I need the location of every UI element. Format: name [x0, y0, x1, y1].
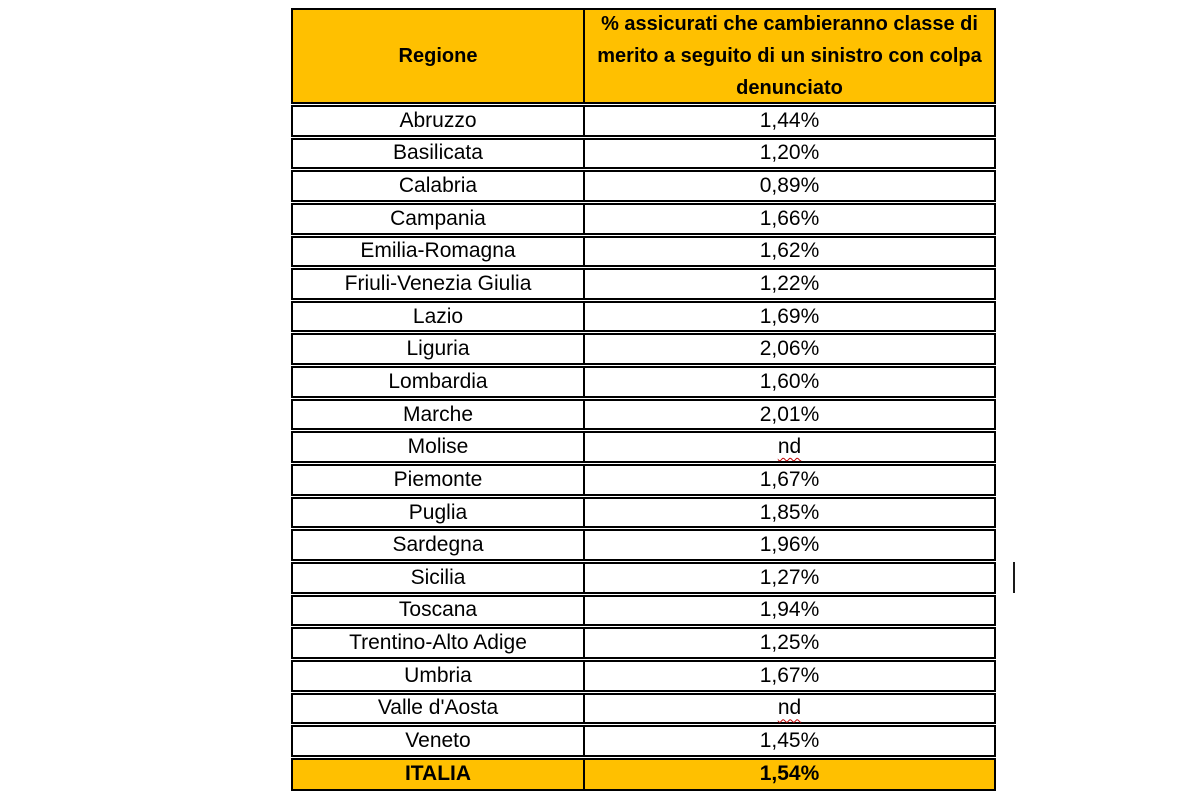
value-text: 1,85% — [759, 500, 820, 524]
value-cell: 1,69% — [585, 303, 994, 331]
table-row: Trentino-Alto Adige 1,25% — [291, 627, 996, 659]
region-cell: Sicilia — [293, 563, 585, 592]
table-row: Veneto 1,45% — [291, 725, 996, 757]
region-cell: Valle d'Aosta — [293, 694, 585, 723]
value-text: 1,44% — [759, 108, 820, 132]
value-text: 0,89% — [759, 174, 820, 198]
region-cell: Toscana — [293, 596, 585, 625]
value-cell: 1,60% — [585, 368, 994, 396]
region-cell: Sardegna — [293, 531, 585, 559]
region-cell: Friuli-Venezia Giulia — [293, 270, 585, 298]
region-cell: Liguria — [293, 335, 585, 364]
region-cell: Puglia — [293, 498, 585, 527]
table-row: Lazio 1,69% — [291, 300, 996, 333]
footer-value-cell: 1,54% — [759, 762, 820, 786]
value-cell: 1,44% — [585, 107, 994, 135]
value-text: 1,67% — [759, 663, 820, 687]
value-text: 1,66% — [759, 206, 820, 230]
table-row: Abruzzo 1,44% — [291, 105, 996, 137]
value-cell: 1,45% — [585, 727, 994, 755]
table-row: Sardegna 1,96% — [291, 529, 996, 561]
value-cell: 2,01% — [585, 401, 994, 429]
value-text: 1,60% — [759, 369, 820, 393]
value-text: 2,06% — [759, 337, 820, 361]
region-cell: Campania — [293, 204, 585, 233]
value-cell: nd — [585, 695, 994, 723]
table-row: Marche 2,01% — [291, 398, 996, 431]
header-cell-regione: Regione — [293, 10, 585, 102]
value-text: 1,20% — [759, 141, 820, 165]
region-cell: Abruzzo — [293, 107, 585, 135]
table-footer-row: ITALIA 1,54% — [291, 757, 996, 791]
table-row: Sicilia 1,27% — [291, 561, 996, 594]
table-row: Lombardia 1,60% — [291, 366, 996, 398]
value-cell: nd — [585, 433, 994, 461]
value-text: 1,25% — [759, 631, 820, 655]
region-cell: Marche — [293, 400, 585, 429]
region-cell: Molise — [293, 433, 585, 462]
footer-region-cell: ITALIA — [293, 759, 585, 789]
region-cell: Trentino-Alto Adige — [293, 629, 585, 657]
table-row: Umbria 1,67% — [291, 659, 996, 692]
value-text: 1,67% — [759, 467, 820, 491]
table-body: Abruzzo 1,44% Basilicata 1,20% Calabria 0,89%… — [291, 105, 996, 757]
value-text: 1,96% — [759, 533, 820, 557]
value-text: 1,22% — [759, 272, 820, 296]
value-cell: 1,25% — [585, 629, 994, 657]
table-header-row: Regione % assicurati che cambieranno cla… — [291, 8, 996, 104]
value-text: 1,27% — [759, 565, 820, 589]
regions-table: Regione % assicurati che cambieranno cla… — [291, 8, 996, 791]
table-row: Liguria 2,06% — [291, 333, 996, 366]
value-cell: 1,22% — [585, 270, 994, 298]
value-cell: 1,67% — [585, 662, 994, 690]
table-row: Basilicata 1,20% — [291, 137, 996, 170]
table-row: Piemonte 1,67% — [291, 464, 996, 496]
region-cell: Calabria — [293, 172, 585, 200]
table-row: Molise nd — [291, 431, 996, 464]
table-row: Friuli-Venezia Giulia 1,22% — [291, 268, 996, 300]
table-row: Campania 1,66% — [291, 202, 996, 235]
value-cell: 1,85% — [585, 499, 994, 527]
table-row: Valle d'Aosta nd — [291, 692, 996, 725]
region-cell: Veneto — [293, 727, 585, 755]
region-cell: Lombardia — [293, 368, 585, 396]
region-cell: Lazio — [293, 302, 585, 331]
value-cell: 1,20% — [585, 140, 994, 168]
value-cell: 1,67% — [585, 466, 994, 494]
region-cell: Basilicata — [293, 139, 585, 168]
value-text: 2,01% — [759, 402, 820, 426]
table-row: Calabria 0,89% — [291, 170, 996, 202]
value-cell: 1,96% — [585, 531, 994, 559]
value-cell: 1,94% — [585, 597, 994, 625]
value-cell: 2,06% — [585, 335, 994, 363]
region-cell: Umbria — [293, 661, 585, 690]
region-cell: Piemonte — [293, 466, 585, 494]
value-cell: 1,66% — [585, 205, 994, 233]
value-cell: 1,27% — [585, 564, 994, 592]
value-text: 1,69% — [759, 304, 820, 328]
value-text: nd — [777, 435, 802, 459]
value-text: nd — [777, 696, 802, 720]
value-text: 1,94% — [759, 598, 820, 622]
table-row: Emilia-Romagna 1,62% — [291, 235, 996, 268]
table-row: Puglia 1,85% — [291, 496, 996, 529]
text-cursor-artifact — [1013, 562, 1015, 593]
region-cell: Emilia-Romagna — [293, 237, 585, 266]
value-text: 1,62% — [759, 239, 820, 263]
header-cell-percent-description: % assicurati che cambieranno classe di m… — [597, 13, 982, 99]
value-cell: 0,89% — [585, 172, 994, 200]
value-cell: 1,62% — [585, 238, 994, 266]
value-text: 1,45% — [759, 728, 820, 752]
table-row: Toscana 1,94% — [291, 594, 996, 627]
